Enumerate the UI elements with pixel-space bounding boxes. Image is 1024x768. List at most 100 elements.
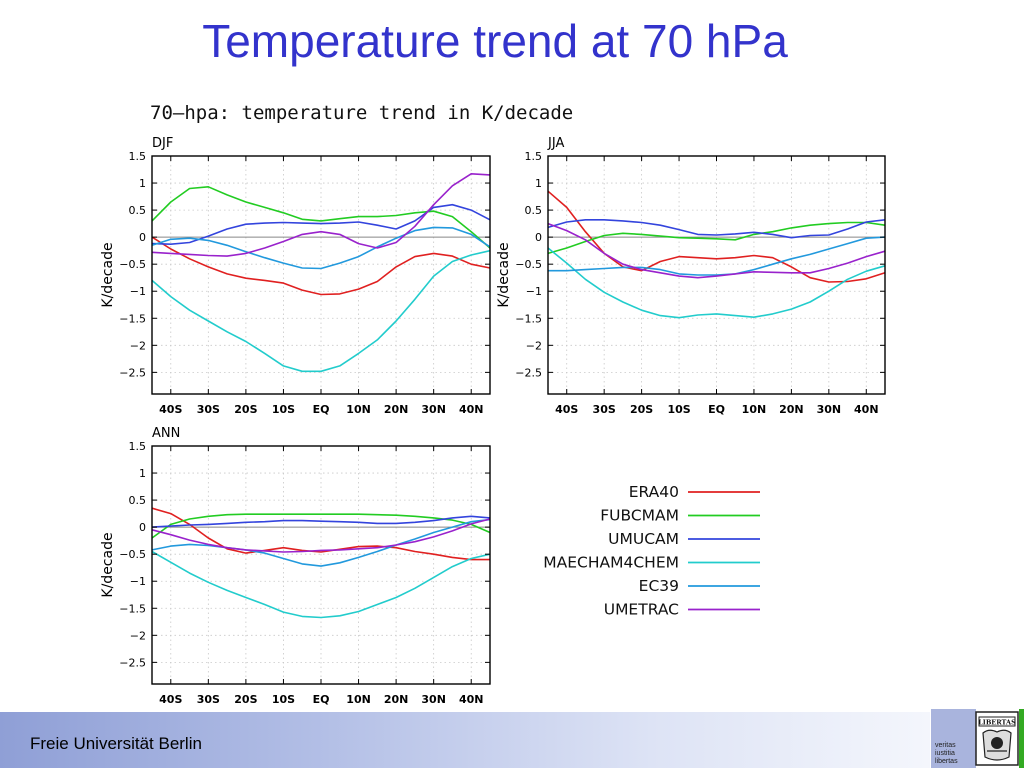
series-line-fubcmam <box>151 186 491 249</box>
y-tick-label: 0.5 <box>525 204 543 217</box>
seal-text: LIBERTAS <box>978 719 1016 727</box>
series-line-fubcmam <box>547 221 886 255</box>
panel-jja: 1.5 1 0.5 0 −0.5 −1 −1.5 −2 −2.5 40S 30S 20S 10S EQ 10… <box>496 136 886 416</box>
panel-label: JJA <box>547 136 564 151</box>
logo-accent-bar <box>1019 709 1024 768</box>
x-tick-label: 30N <box>817 403 842 416</box>
university-logo: veritas iustitia libertas LIBERTAS <box>931 709 1024 768</box>
legend: ERA40 FUBCMAM UMUCAM MAECHAM4CHEM EC39 UMETRA… <box>543 483 760 619</box>
x-tick-label: 20N <box>384 403 409 416</box>
y-tick-label: 0 <box>535 231 542 244</box>
y-tick-label: −1 <box>130 575 146 588</box>
x-tick-label: 20S <box>234 693 257 706</box>
slide-title: Temperature trend at 70 hPa <box>202 15 788 67</box>
logo-background <box>931 709 976 768</box>
legend-label: MAECHAM4CHEM <box>543 554 679 572</box>
panel-label: DJF <box>152 136 173 151</box>
x-tick-label: 20S <box>630 403 653 416</box>
series-line-era40 <box>151 236 491 296</box>
y-tick-label: −2 <box>130 339 146 352</box>
y-tick-label: −1.5 <box>119 602 146 615</box>
series-line-umetrac <box>151 173 491 257</box>
y-tick-label: −2.5 <box>515 366 542 379</box>
y-tick-label: 0 <box>139 521 146 534</box>
logo-motto-line: veritas <box>935 742 956 749</box>
series-line-era40 <box>151 507 490 561</box>
trend-figure: 70—hpa: temperature trend in K/decade 1.… <box>100 102 886 706</box>
y-tick-label: −2.5 <box>119 366 146 379</box>
logo-motto: veritas iustitia libertas <box>935 742 958 766</box>
y-tick-label: −1.5 <box>515 312 542 325</box>
x-tick-label: 10S <box>667 403 690 416</box>
series-line-maecham4chem <box>547 247 886 319</box>
x-tick-label: 40N <box>854 403 879 416</box>
panel-label: ANN <box>152 426 180 441</box>
series-line-ec39 <box>548 236 886 276</box>
legend-label: UMETRAC <box>604 601 679 619</box>
x-tick-label: 20N <box>779 403 804 416</box>
x-tick-label: 20S <box>234 403 257 416</box>
y-tick-label: −2.5 <box>119 656 146 669</box>
x-tick-label: 10S <box>272 693 295 706</box>
seal-icon: LIBERTAS <box>975 711 1019 766</box>
series-line-maecham4chem <box>151 550 491 619</box>
logo-motto-line: libertas <box>935 758 958 765</box>
x-tick-label: EQ <box>313 403 330 416</box>
y-tick-label: 0.5 <box>129 494 147 507</box>
footer-bar <box>0 712 930 768</box>
y-tick-label: −0.5 <box>119 258 146 271</box>
plot-frame <box>151 155 491 395</box>
y-axis-title: K/decade <box>496 242 512 307</box>
y-tick-label: −1 <box>130 285 146 298</box>
x-tick-label: 40N <box>459 403 484 416</box>
x-tick-label: 40S <box>159 403 182 416</box>
y-tick-label: −1 <box>526 285 542 298</box>
y-axis-title: K/decade <box>100 242 116 307</box>
y-tick-label: 1.5 <box>129 440 147 453</box>
x-tick-label: 10N <box>742 403 767 416</box>
x-tick-label: 40N <box>459 693 484 706</box>
y-tick-label: 1 <box>139 177 146 190</box>
y-tick-label: 1 <box>139 467 146 480</box>
series-line-ec39 <box>151 518 491 567</box>
y-tick-label: 1 <box>535 177 542 190</box>
y-tick-label: −0.5 <box>119 548 146 561</box>
x-tick-label: 30S <box>197 403 220 416</box>
logo-motto-line: iustitia <box>935 750 955 757</box>
series-line-umetrac <box>547 222 886 279</box>
series-line-ec39 <box>151 226 491 270</box>
x-tick-label: 30S <box>197 693 220 706</box>
x-tick-label: 30N <box>421 403 446 416</box>
series-line-umetrac <box>151 518 491 553</box>
panel-djf: 1.5 1 0.5 0 −0.5 −1 −1.5 −2 −2.5 40S 30S 20S 10S EQ 10… <box>100 136 491 416</box>
x-tick-label: 10N <box>346 403 371 416</box>
legend-label: UMUCAM <box>608 530 679 548</box>
y-tick-label: 0.5 <box>129 204 147 217</box>
series-line-umucam <box>547 219 886 239</box>
y-tick-label: −1.5 <box>119 312 146 325</box>
legend-label: FUBCMAM <box>600 507 679 525</box>
x-tick-label: 30S <box>593 403 616 416</box>
series-line-umucam <box>151 515 491 528</box>
x-tick-label: 10N <box>346 693 371 706</box>
series-line-maecham4chem <box>151 249 491 373</box>
x-tick-label: 20N <box>384 693 409 706</box>
x-tick-label: EQ <box>708 403 725 416</box>
x-tick-label: 10S <box>272 403 295 416</box>
x-tick-label: 40S <box>555 403 578 416</box>
y-axis-title: K/decade <box>100 532 116 597</box>
plot-frame <box>151 445 491 685</box>
legend-label: EC39 <box>639 577 679 595</box>
figure-title: 70—hpa: temperature trend in K/decade <box>150 102 573 124</box>
series-line-fubcmam <box>151 513 491 539</box>
y-tick-label: −0.5 <box>515 258 542 271</box>
panel-ann: 1.5 1 0.5 0 −0.5 −1 −1.5 −2 −2.5 40S 30S 20S 10S EQ 10… <box>100 426 491 706</box>
series-line-umucam <box>151 203 491 245</box>
y-tick-label: 1.5 <box>525 150 543 163</box>
legend-label: ERA40 <box>629 483 679 501</box>
y-tick-label: −2 <box>130 629 146 642</box>
footer-institution: Freie Universität Berlin <box>30 734 202 753</box>
x-tick-label: 40S <box>159 693 182 706</box>
x-tick-label: 30N <box>421 693 446 706</box>
